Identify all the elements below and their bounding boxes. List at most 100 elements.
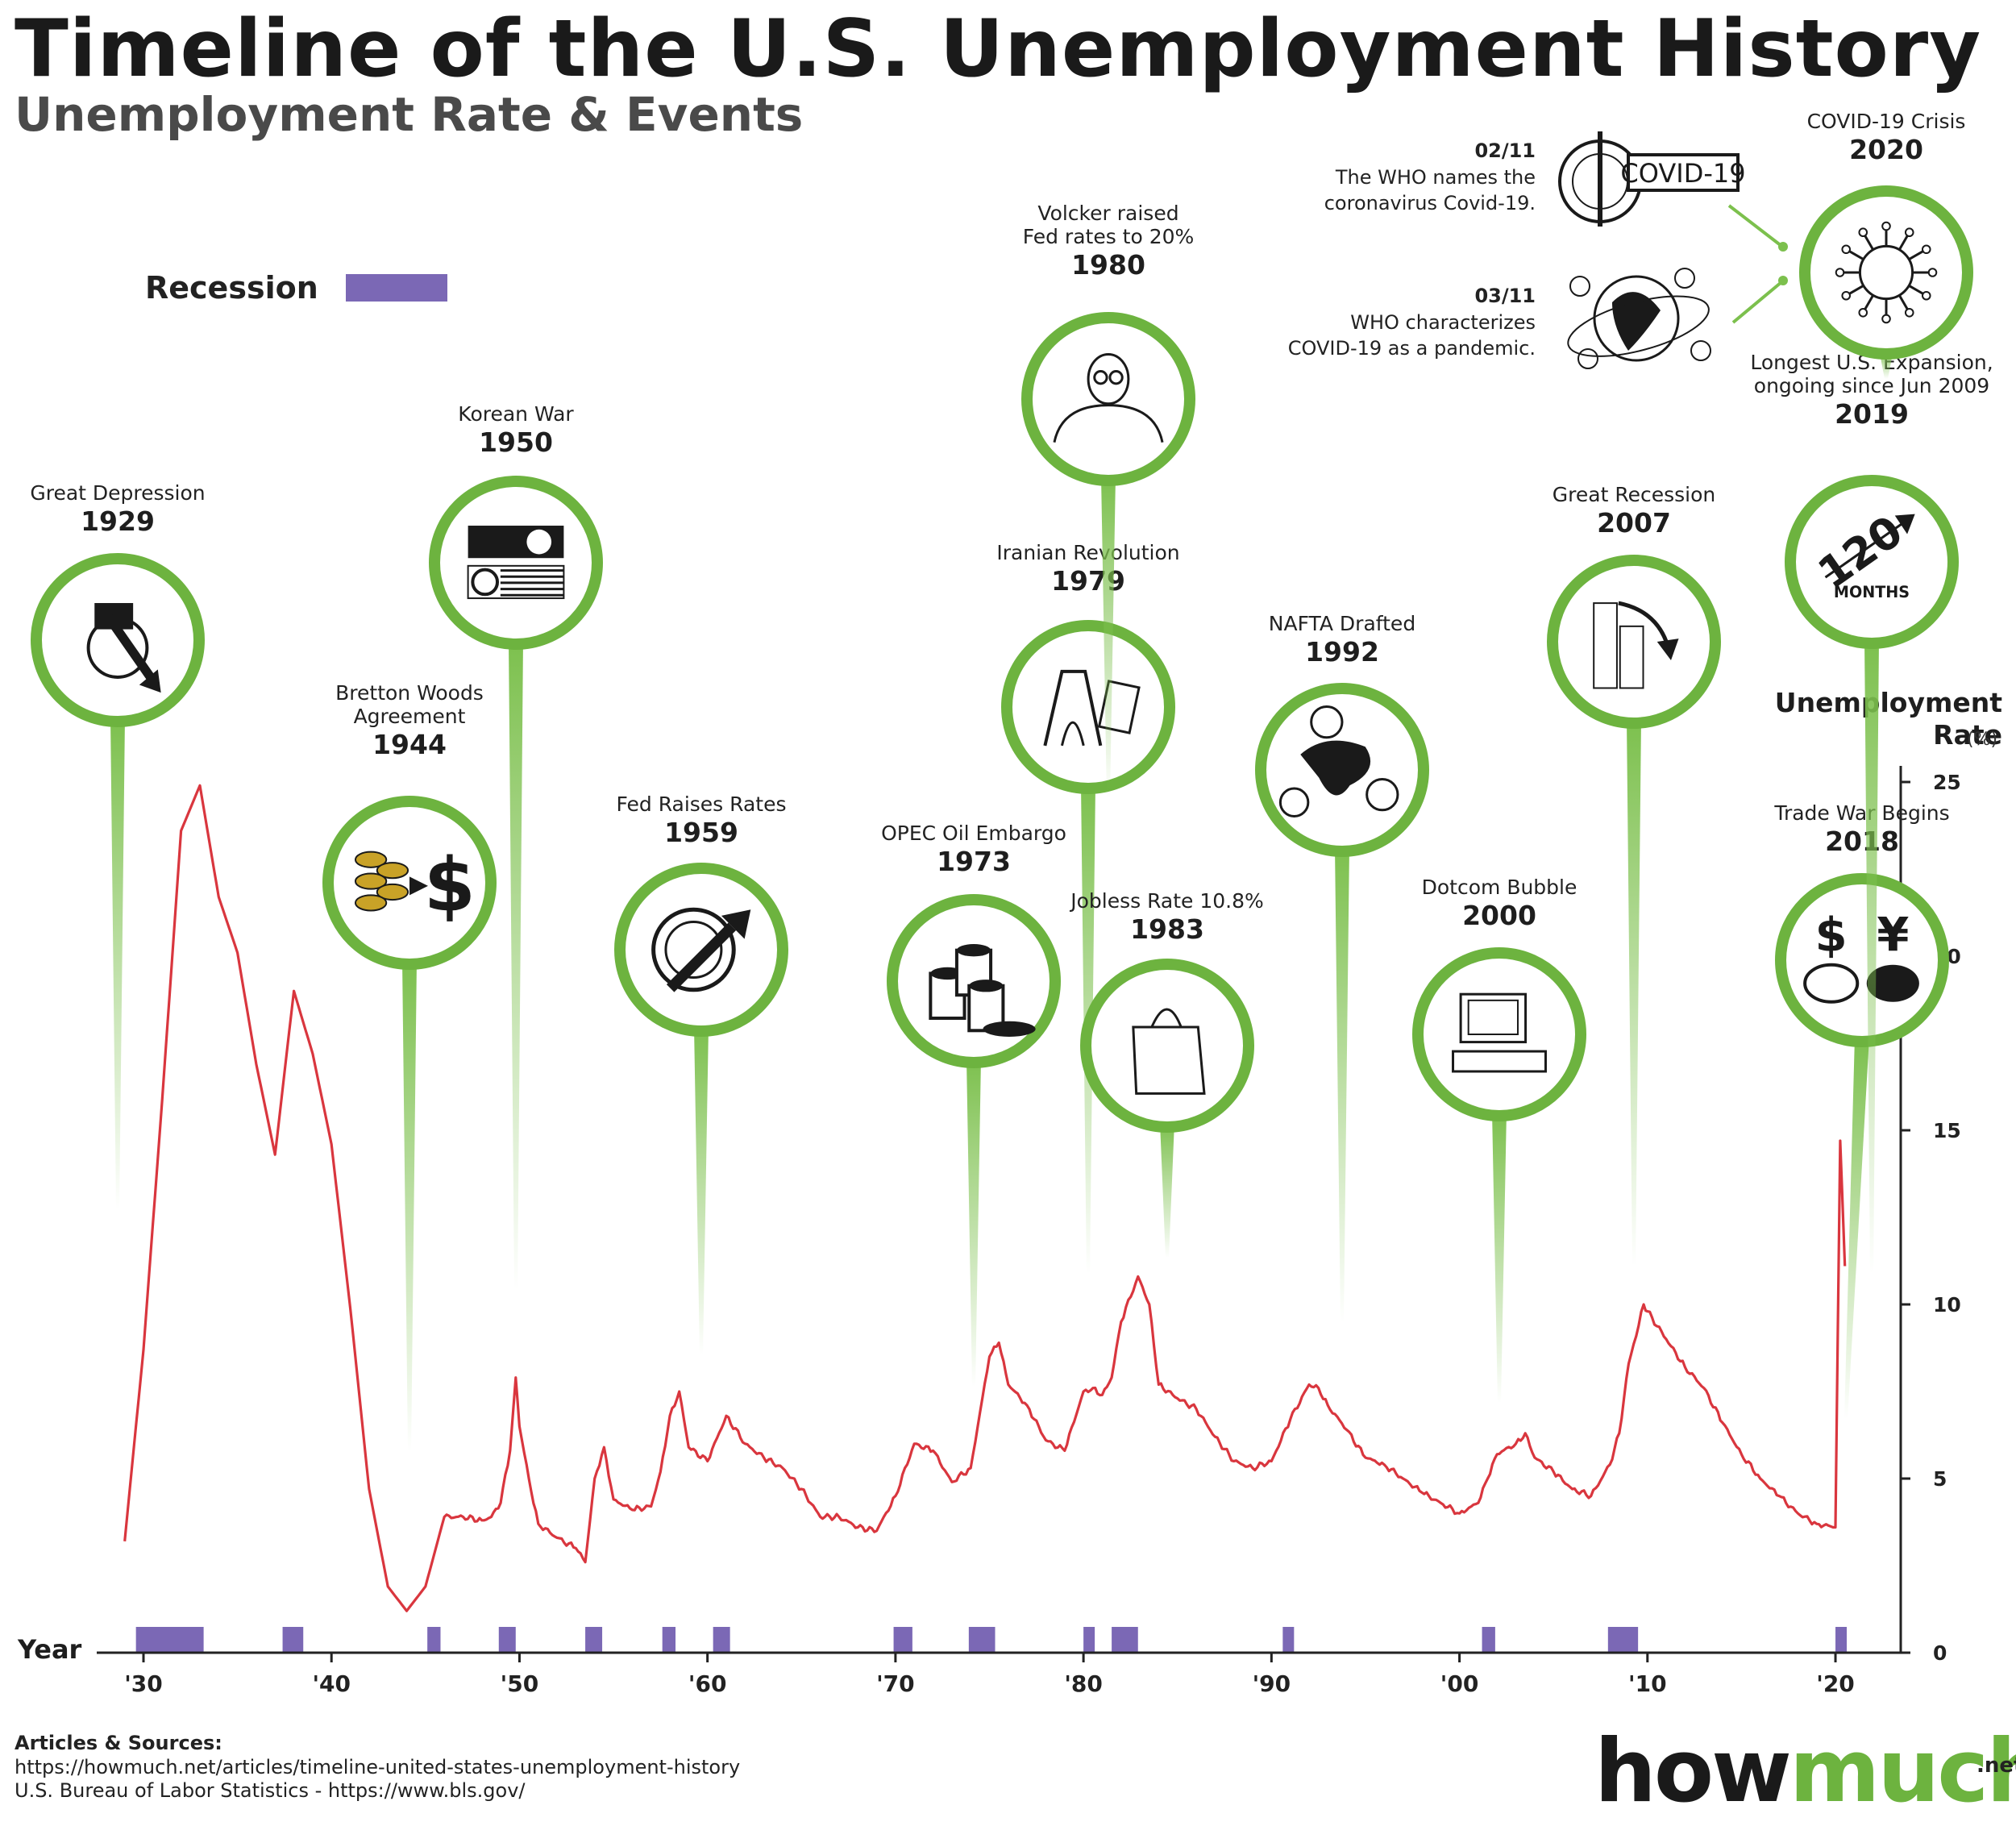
x-tick-label: '70 (876, 1670, 915, 1697)
oil-barrels-icon (929, 944, 1036, 1037)
data-point (932, 1449, 935, 1452)
data-point (480, 1519, 484, 1522)
data-point (706, 1459, 709, 1462)
data-point (612, 1498, 615, 1501)
pin-tail (1492, 1111, 1507, 1403)
event-year: 2020 (1849, 134, 1923, 165)
recession-bar (1112, 1627, 1138, 1653)
data-point (1515, 1442, 1518, 1446)
data-point (1307, 1383, 1311, 1386)
recession-bar (585, 1627, 603, 1653)
data-point (1100, 1393, 1104, 1396)
shopping-bag-icon (1132, 1008, 1206, 1095)
event-name: COVID-19 Crisis (1807, 110, 1966, 133)
data-point (1523, 1432, 1527, 1435)
data-point (781, 1466, 784, 1470)
data-point (330, 1142, 333, 1146)
pin-tail (1627, 718, 1641, 1266)
data-point (593, 1477, 596, 1480)
pin-circle (429, 476, 603, 650)
event-name: Jobless Rate 10.8% (1069, 889, 1264, 913)
data-point (630, 1508, 634, 1512)
event-name: Great Depression (30, 481, 205, 505)
page-subtitle: Unemployment Rate & Events (15, 87, 804, 142)
data-point (180, 829, 183, 832)
data-point (584, 1561, 587, 1564)
virus-particle (1569, 276, 1590, 297)
data-point (1402, 1477, 1405, 1480)
data-point (800, 1487, 803, 1491)
event-name: Volcker raised Fed rates to 20% (1023, 202, 1195, 248)
y-tick-label: 5 (1933, 1467, 1947, 1491)
event-name: NAFTA Drafted (1269, 612, 1415, 635)
y-axis-title: Unemployment Rate (1709, 687, 2002, 751)
data-point (1702, 1387, 1706, 1390)
data-point (509, 1449, 512, 1452)
data-point (997, 1342, 1000, 1345)
event-year: 1992 (1305, 636, 1379, 668)
event-year: 1973 (937, 846, 1011, 877)
event-year: 1959 (664, 817, 738, 848)
data-point (687, 1446, 690, 1449)
data-point (443, 1516, 446, 1519)
event-name-line: Volcker raised (1037, 202, 1178, 225)
pin-tail (110, 717, 125, 1209)
data-point (950, 1480, 954, 1483)
brand-tld: .net (1977, 1753, 2016, 1778)
data-point (1120, 1321, 1123, 1324)
data-point (514, 1376, 518, 1379)
data-point (1025, 1404, 1029, 1407)
pin-circle (1799, 185, 1973, 360)
legend-label: Recession (145, 270, 318, 306)
event-name: Iranian Revolution (996, 541, 1179, 564)
y-tick-label: 25 (1933, 771, 1961, 794)
recession-bar (1482, 1627, 1495, 1653)
data-point (1439, 1501, 1442, 1504)
event-year: 2007 (1597, 507, 1671, 539)
event-year: 2019 (1835, 398, 1909, 430)
data-point (1740, 1453, 1743, 1456)
globe-continents (1612, 292, 1661, 351)
data-point (1137, 1275, 1140, 1278)
data-point (489, 1516, 493, 1519)
covid-note-text-line: WHO characterizes (1350, 311, 1536, 334)
data-point (1232, 1459, 1236, 1462)
data-point (1063, 1449, 1066, 1452)
x-tick-label: '50 (501, 1670, 539, 1697)
data-point (1683, 1366, 1686, 1369)
data-point (574, 1546, 577, 1550)
sources-heading: Articles & Sources: (15, 1732, 222, 1754)
data-point (1608, 1463, 1611, 1466)
data-point (1642, 1303, 1645, 1306)
page-title: Timeline of the U.S. Unemployment Histor… (15, 3, 1982, 95)
brand-logo-part2: much (1789, 1721, 2016, 1822)
pin-circle (1775, 873, 1949, 1047)
data-point (763, 1456, 766, 1459)
recession-bar (713, 1627, 730, 1653)
globe-virus-icon (1567, 268, 1711, 369)
data-point (650, 1505, 653, 1508)
data-point (1458, 1512, 1461, 1515)
data-point (1815, 1522, 1819, 1525)
event-name-line: ongoing since Jun 2009 (1754, 374, 1989, 397)
y-axis-unit: (%) (1967, 730, 1998, 750)
covid-note: 02/11 The WHO names the coronavirus Covid-… (1324, 131, 1746, 227)
data-point (1148, 1303, 1151, 1306)
recession-bar (498, 1627, 516, 1653)
data-point (1270, 1459, 1273, 1462)
x-tick-label: '10 (1628, 1670, 1667, 1697)
globe-outline (1593, 275, 1680, 362)
legend-swatch-recession (345, 274, 447, 302)
gold-to-dollar-icon: $ (354, 842, 476, 928)
event-name-line: Bretton Woods (335, 681, 484, 705)
data-point (1477, 1501, 1480, 1504)
brand-logo[interactable]: howmuch (1594, 1721, 2016, 1822)
data-point (1326, 1404, 1329, 1407)
source-link-bls[interactable]: U.S. Bureau of Labor Statistics - https:… (15, 1779, 526, 1802)
virus-particle (1690, 340, 1711, 361)
y-tick-label: 0 (1933, 1641, 1947, 1665)
source-link-howmuch[interactable]: https://howmuch.net/articles/timeline-un… (15, 1756, 741, 1778)
